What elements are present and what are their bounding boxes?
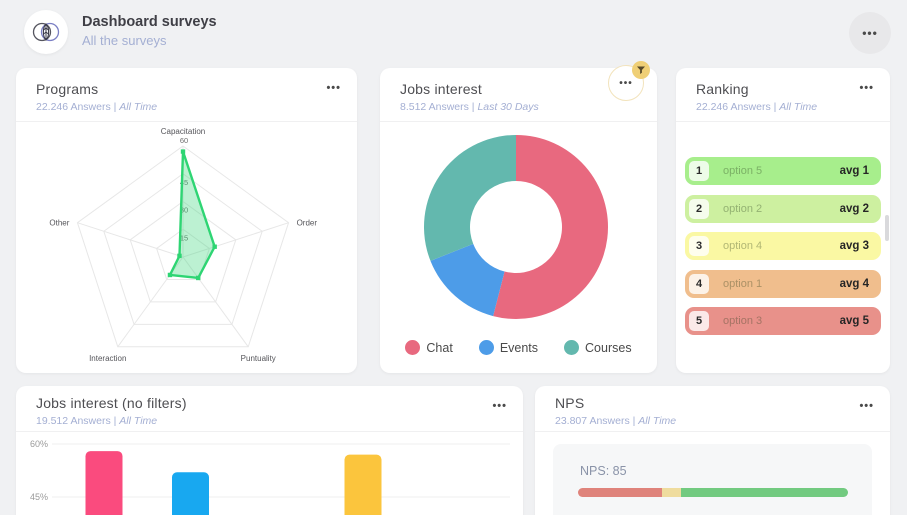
nps-gauge-bar xyxy=(578,488,848,497)
card-title: Ranking xyxy=(696,81,749,97)
nps-gauge-segment xyxy=(578,488,662,497)
svg-text:Capacitation: Capacitation xyxy=(161,127,205,136)
legend-item-courses[interactable]: Courses xyxy=(564,340,632,355)
card-menu-button[interactable]: ••• xyxy=(326,82,341,94)
rank-number: 4 xyxy=(689,273,709,294)
svg-text:45: 45 xyxy=(180,178,188,187)
rank-avg-label: avg 2 xyxy=(839,202,869,215)
legend-dot xyxy=(478,340,494,355)
rank-option-label: option 4 xyxy=(723,240,763,252)
svg-text:Interaction: Interaction xyxy=(89,354,126,363)
card-title: Jobs interest xyxy=(400,81,482,97)
svg-text:30: 30 xyxy=(180,206,188,215)
ellipsis-icon: ••• xyxy=(619,77,633,89)
svg-text:45%: 45% xyxy=(30,492,48,502)
nps-panel: NPS: 85 xyxy=(553,444,872,515)
card-ranking: Ranking 22.246 Answers | All Time ••• 1 … xyxy=(676,68,890,373)
card-title: Programs xyxy=(36,81,99,97)
card-subtitle: 8.512 Answers | Last 30 Days xyxy=(400,101,539,113)
ellipsis-icon: ••• xyxy=(862,26,878,40)
card-nps: NPS 23.807 Answers | All Time ••• NPS: 8… xyxy=(535,386,890,515)
svg-text:Puntuality: Puntuality xyxy=(241,354,276,363)
card-menu-button[interactable]: ••• xyxy=(859,82,874,94)
svg-text:Order: Order xyxy=(297,219,318,228)
page-subtitle: All the surveys xyxy=(82,33,167,48)
legend-item-events[interactable]: Events xyxy=(478,340,539,355)
legend-label: Courses xyxy=(585,340,632,355)
scrollbar-thumb[interactable] xyxy=(885,215,889,241)
card-period: All Time xyxy=(638,415,677,427)
card-filter-menu-button[interactable]: ••• xyxy=(608,61,650,101)
ellipsis-icon: ••• xyxy=(492,400,507,412)
card-jobs-interest-no-filters: Jobs interest (no filters) 19.512 Answer… xyxy=(16,386,523,515)
nps-gauge-segment xyxy=(661,488,681,497)
ranking-row-5[interactable]: 5 option 3 avg 5 xyxy=(685,307,881,335)
page-menu-button[interactable]: ••• xyxy=(849,12,891,54)
ranking-row-2[interactable]: 2 option 2 avg 2 xyxy=(685,194,881,223)
rank-option-label: option 5 xyxy=(723,165,763,177)
ranking-row-4[interactable]: 4 option 1 avg 4 xyxy=(685,269,881,298)
nps-gauge-segment xyxy=(680,488,848,497)
svg-text:60: 60 xyxy=(180,136,188,145)
rank-number: 3 xyxy=(689,236,709,256)
app-logo[interactable] xyxy=(24,10,68,54)
svg-text:60%: 60% xyxy=(30,439,48,449)
ranking-row-3[interactable]: 3 option 4 avg 3 xyxy=(685,232,881,260)
legend-item-chat[interactable]: Chat xyxy=(405,340,453,355)
leaf-venn-icon xyxy=(32,22,60,42)
rank-number: 5 xyxy=(689,311,709,331)
ellipsis-icon: ••• xyxy=(859,82,874,94)
card-subtitle: 19.512 Answers | All Time xyxy=(36,415,158,427)
svg-text:15: 15 xyxy=(180,233,188,242)
nps-score-label: NPS: 85 xyxy=(580,464,627,478)
card-title: Jobs interest (no filters) xyxy=(36,395,187,411)
ellipsis-icon: ••• xyxy=(859,400,874,412)
top-bar: Dashboard surveys All the surveys ••• xyxy=(0,0,907,64)
ranking-list: 1 option 5 avg 1 2 option 2 avg 2 3 opti… xyxy=(685,157,881,345)
card-programs: Programs 22.246 Answers | All Time ••• 1… xyxy=(16,68,357,373)
funnel-icon xyxy=(637,66,645,74)
chart-legend: Chat Events Courses xyxy=(380,340,657,355)
rank-option-label: option 3 xyxy=(723,315,763,327)
filter-badge xyxy=(632,61,650,79)
bar-chart: 60% 45% xyxy=(30,439,510,515)
card-jobs-interest: Jobs interest 8.512 Answers | Last 30 Da… xyxy=(380,61,657,373)
card-menu-button[interactable]: ••• xyxy=(859,400,874,412)
legend-label: Events xyxy=(499,340,539,355)
card-period: All Time xyxy=(119,415,158,427)
legend-dot xyxy=(405,340,421,355)
svg-text:Other: Other xyxy=(49,219,69,228)
card-period: Last 30 Days xyxy=(477,101,539,113)
rank-avg-label: avg 5 xyxy=(839,315,869,327)
card-menu-button[interactable]: ••• xyxy=(492,400,507,412)
card-subtitle: 22.246 Answers | All Time xyxy=(36,101,158,113)
ellipsis-icon: ••• xyxy=(326,82,341,94)
card-period: All Time xyxy=(779,101,818,113)
card-subtitle: 22.246 Answers | All Time xyxy=(696,101,818,113)
rank-option-label: option 2 xyxy=(723,202,763,215)
rank-option-label: option 1 xyxy=(723,277,763,290)
donut-chart xyxy=(424,135,608,319)
legend-dot xyxy=(564,340,580,355)
card-title: NPS xyxy=(555,395,585,411)
rank-number: 2 xyxy=(689,198,709,219)
legend-label: Chat xyxy=(426,340,453,355)
rank-number: 1 xyxy=(689,161,709,181)
page-title: Dashboard surveys xyxy=(82,14,217,30)
card-subtitle: 23.807 Answers | All Time xyxy=(555,415,677,427)
rank-avg-label: avg 1 xyxy=(839,165,869,177)
rank-avg-label: avg 3 xyxy=(839,240,869,252)
ranking-row-1[interactable]: 1 option 5 avg 1 xyxy=(685,157,881,185)
rank-avg-label: avg 4 xyxy=(839,277,869,290)
card-period: All Time xyxy=(119,101,158,113)
